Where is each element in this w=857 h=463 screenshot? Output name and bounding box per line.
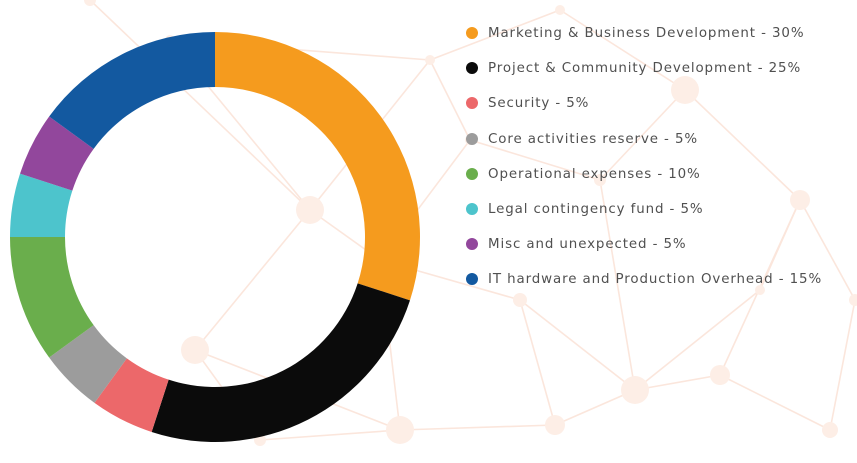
legend-label: Marketing & Business Development - 30% [488, 26, 805, 41]
legend-dot-icon [466, 202, 478, 215]
legend-item: Project & Community Development - 25% [466, 57, 822, 92]
legend-dot-icon [466, 273, 478, 286]
legend-label: Project & Community Development - 25% [488, 61, 802, 77]
legend-item: Core activities reserve - 5% [466, 128, 822, 163]
legend-item: IT hardware and Production Overhead - 15… [466, 268, 822, 303]
legend-item: Misc and unexpected - 5% [466, 233, 822, 268]
legend-label: Security - 5% [488, 96, 590, 112]
donut-slice [94, 358, 169, 432]
legend-label: Operational expenses - 10% [488, 166, 701, 182]
legend-label: Legal contingency fund - 5% [488, 201, 704, 217]
legend-item: Security - 5% [466, 92, 822, 127]
donut-slice [215, 32, 420, 301]
donut-slice [49, 31, 215, 149]
legend-dot-icon [466, 132, 478, 145]
donut-slice [10, 173, 73, 237]
donut-slice [20, 116, 94, 191]
legend-item: Marketing & Business Development - 30% [466, 22, 822, 57]
legend-dot-icon [466, 97, 478, 110]
legend-dot-icon [466, 238, 478, 251]
legend-label: Misc and unexpected - 5% [488, 237, 687, 253]
legend-dot-icon [466, 27, 478, 39]
chart-legend: Marketing & Business Development - 30% Pr… [466, 22, 822, 304]
legend-item: Legal contingency fund - 5% [466, 198, 822, 233]
legend-label: Core activities reserve - 5% [488, 131, 698, 147]
donut-slice [151, 283, 410, 442]
legend-dot-icon [466, 167, 478, 180]
legend-dot-icon [466, 62, 478, 75]
donut-slice [10, 237, 94, 358]
donut-slice [49, 325, 127, 403]
legend-label: IT hardware and Production Overhead - 15… [488, 272, 823, 288]
legend-item: Operational expenses - 10% [466, 163, 822, 198]
